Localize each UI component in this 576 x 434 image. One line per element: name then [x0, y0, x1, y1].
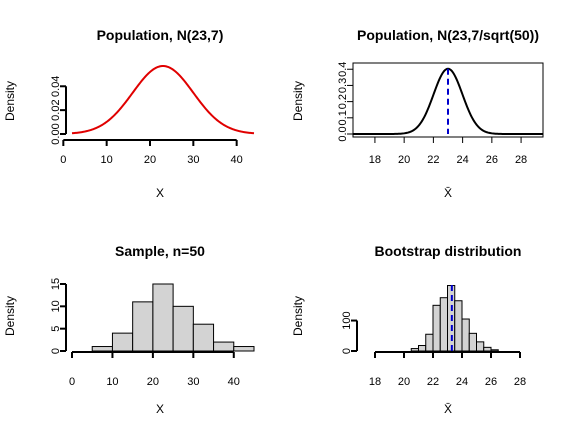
y-tick-label: 10: [50, 300, 62, 312]
chart-title: Population, N(23,7/sqrt(50)): [357, 27, 539, 43]
y-axis-label: Density: [291, 296, 305, 336]
histogram-bar: [490, 349, 499, 352]
x-axis-label: X: [156, 402, 164, 416]
y-axis-label: Density: [3, 81, 17, 121]
histogram-bar: [410, 348, 419, 352]
y-tick-label: 0.4: [337, 62, 349, 77]
x-tick-label: 20: [144, 154, 156, 166]
histogram-bar: [172, 305, 194, 352]
x-tick-label: 24: [456, 154, 468, 166]
x-tick-label: 10: [101, 154, 113, 166]
y-tick-label: 0: [341, 348, 353, 354]
x-tick-label: 30: [187, 376, 199, 388]
x-tick-label: 18: [369, 154, 381, 166]
histogram-bar: [454, 300, 463, 352]
x-tick-label: 40: [231, 154, 243, 166]
x-tick-label: 26: [486, 154, 498, 166]
y-tick-label: 100: [341, 311, 353, 329]
x-tick-label: 20: [398, 376, 410, 388]
chart-title: Sample, n=50: [115, 243, 205, 259]
x-tick-label: 22: [427, 376, 439, 388]
histogram-bar: [461, 318, 470, 352]
x-tick-label: 26: [485, 376, 497, 388]
panel-population-density: Population, N(23,7) X Density 0 10 20 30 40 0…: [3, 27, 255, 200]
histogram-bar: [152, 283, 174, 352]
y-tick-label: 0.04: [50, 76, 62, 97]
histogram-bar: [432, 304, 441, 352]
histogram-bar: [132, 301, 154, 352]
histogram-bar: [425, 333, 434, 352]
y-tick-label: 0.0: [337, 126, 349, 141]
x-tick-label: 28: [515, 154, 527, 166]
y-tick-label: 15: [50, 278, 62, 290]
x-tick-label: 30: [187, 154, 199, 166]
x-tick-label: 28: [514, 376, 526, 388]
y-tick-label: 0.1: [337, 110, 349, 125]
x-tick-label: 40: [228, 376, 240, 388]
y-tick-label: 0.2: [337, 94, 349, 109]
histogram-bar: [476, 341, 485, 352]
x-tick-label: 18: [369, 376, 381, 388]
histogram-bar: [192, 323, 215, 352]
chart-title: Bootstrap distribution: [375, 243, 522, 259]
y-tick-label: 0.00: [50, 123, 62, 144]
histogram-bar: [418, 345, 427, 352]
x-tick-label: 24: [456, 376, 468, 388]
histogram-bar: [111, 332, 134, 352]
x-tick-label: 0: [69, 376, 75, 388]
panel-sample-histogram: Sample, n=50 X Density 0 10 20 30 40 0 5 10 15: [3, 243, 255, 416]
density-curve: [71, 65, 255, 135]
plot-box: [352, 62, 544, 138]
y-tick-label: 0.02: [50, 99, 62, 120]
panel-bootstrap-histogram: Bootstrap distribution X̄ Density 18 20 22…: [291, 243, 526, 416]
x-tick-label: 20: [147, 376, 159, 388]
y-tick-label: 5: [50, 326, 62, 332]
x-axis-label: X̄: [444, 402, 452, 416]
panel-sampling-distribution: Population, N(23,7/sqrt(50)) X̄ Density …: [291, 27, 544, 200]
x-tick-label: 20: [398, 154, 410, 166]
x-tick-label: 0: [60, 154, 66, 166]
histogram-bar: [468, 332, 477, 352]
x-tick-label: 22: [427, 154, 439, 166]
x-axis-label: X: [156, 186, 164, 200]
y-axis-label: Density: [3, 296, 17, 336]
histogram-bar: [233, 346, 255, 352]
y-axis-label: Density: [291, 81, 305, 121]
histogram-bar: [91, 346, 113, 352]
x-tick-label: 10: [106, 376, 118, 388]
y-tick-label: 0.3: [337, 78, 349, 93]
y-tick-label: 0: [50, 348, 62, 354]
x-axis-label: X̄: [444, 186, 452, 200]
chart-title: Population, N(23,7): [97, 27, 224, 43]
histogram-bar: [439, 297, 448, 352]
histogram-bar: [213, 341, 235, 352]
histogram-bar: [483, 346, 492, 352]
